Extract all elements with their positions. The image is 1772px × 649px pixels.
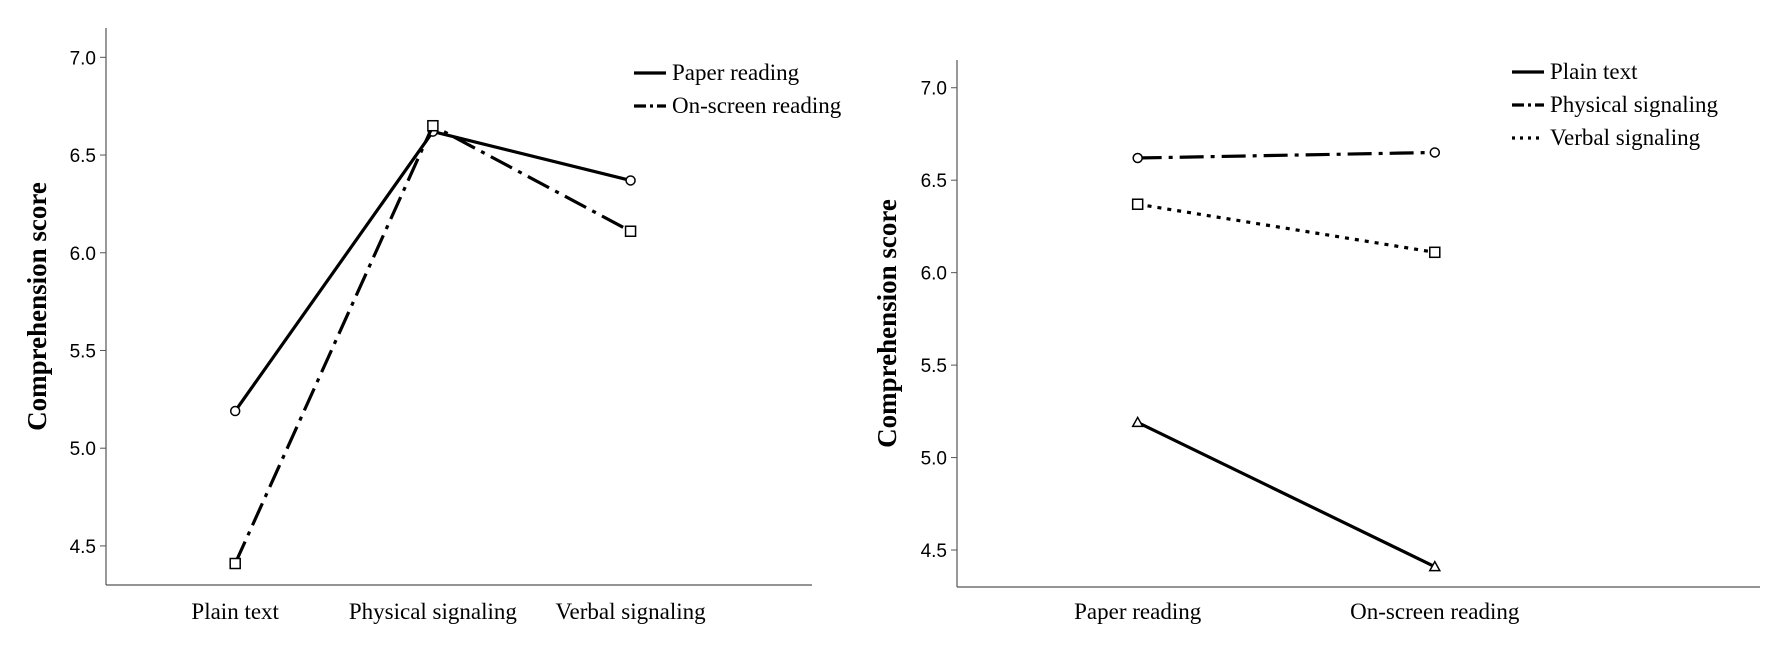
y-tick-label: 6.0 [921, 264, 947, 285]
data-point [624, 225, 637, 238]
x-tick-label: Verbal signaling [556, 599, 707, 624]
legend-entry-label: Paper reading [672, 60, 800, 85]
y-tick-label: 6.5 [921, 171, 947, 192]
legend-entry-label: Plain text [1550, 59, 1638, 84]
y-tick-label: 7.0 [70, 48, 96, 69]
series-line [1137, 150, 1435, 160]
x-tick-label: Plain text [191, 599, 279, 624]
y-tick-label: 6.0 [70, 244, 96, 265]
y-tick-label: 5.0 [921, 449, 947, 470]
series-line [233, 129, 631, 412]
data-point [427, 119, 439, 132]
series-line [1137, 202, 1436, 254]
legend-entry-label: Physical signaling [1550, 92, 1719, 117]
data-point [1429, 246, 1441, 259]
data-point [1428, 560, 1442, 572]
y-tick-label: 4.5 [921, 541, 947, 562]
data-point [625, 175, 636, 186]
y-tick-label: 5.5 [921, 356, 947, 377]
chart-right: 4.5 5.0 5.5 6.0 6.5 7.0 Paper reading On-screen… [872, 59, 1760, 624]
data-point [1131, 415, 1144, 428]
x-tick-label: On-screen reading [1350, 599, 1520, 624]
legend-entry-label: On-screen reading [672, 93, 842, 118]
y-tick-label: 5.5 [70, 341, 96, 362]
series-line [1136, 420, 1436, 569]
y-tick-label: 5.0 [70, 439, 96, 460]
data-point [1131, 198, 1144, 210]
data-point [229, 405, 241, 417]
data-point [229, 557, 241, 570]
chart-left: 4.5 5.0 5.5 6.0 6.5 7.0 Plain text Physical sig… [22, 28, 842, 624]
legend-entry-label: Verbal signaling [1550, 125, 1701, 150]
y-tick-label: 4.5 [70, 537, 96, 558]
y-tick-label: 7.0 [921, 79, 947, 100]
y-axis-title: Comprehension score [872, 199, 902, 448]
x-tick-label: Physical signaling [349, 599, 518, 624]
y-tick-label: 6.5 [70, 146, 96, 167]
series-line [233, 123, 632, 565]
data-point [1132, 152, 1143, 164]
y-axis-title: Comprehension score [22, 182, 52, 431]
x-tick-label: Paper reading [1074, 599, 1202, 624]
data-point [1429, 147, 1441, 158]
